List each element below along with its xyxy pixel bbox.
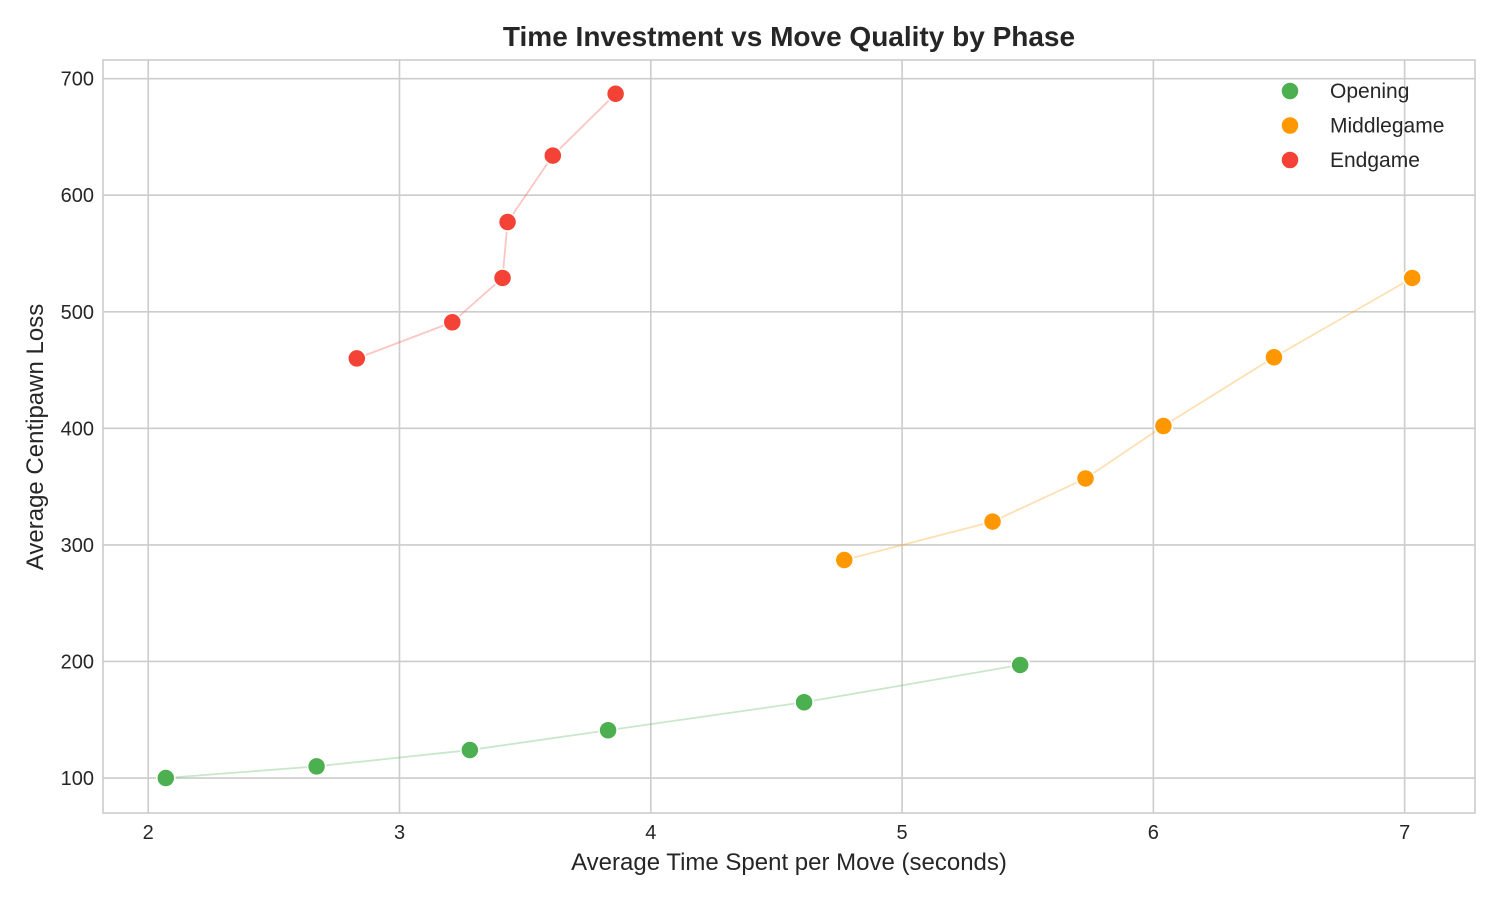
legend: Opening Middlegame Endgame [1280, 80, 1444, 172]
plot-area-frame [102, 59, 1476, 814]
x-tick-label: 6 [1148, 822, 1159, 844]
y-axis-label: Average Centipawn Loss [22, 304, 49, 570]
legend-item-middlegame: Middlegame [1280, 115, 1444, 138]
data-point [834, 550, 855, 570]
series-layer [156, 84, 1422, 788]
y-tick-label: 700 [61, 69, 94, 91]
y-tick-label: 200 [61, 651, 94, 673]
data-point [460, 740, 480, 760]
data-point [1402, 268, 1422, 288]
data-point [492, 268, 513, 288]
y-tick-label: 400 [61, 418, 94, 440]
x-axis-label: Average Time Spent per Move (seconds) [571, 849, 1007, 876]
legend-item-endgame: Endgame [1280, 149, 1420, 172]
data-point [605, 84, 626, 104]
legend-marker [1280, 81, 1300, 101]
data-point [306, 756, 327, 777]
y-tick-label: 300 [61, 535, 94, 557]
x-tick-label: 3 [394, 822, 405, 844]
grid-lines [103, 60, 1475, 813]
data-point [156, 768, 176, 788]
data-point [1075, 468, 1096, 489]
series-trend-line [356, 93, 617, 360]
data-point [442, 312, 463, 333]
data-point [1264, 347, 1284, 367]
data-point [543, 145, 563, 166]
legend-label: Endgame [1330, 149, 1420, 172]
x-tick-label: 5 [897, 822, 908, 844]
data-point [982, 511, 1003, 532]
chart-title: Time Investment vs Move Quality by Phase [503, 21, 1075, 52]
x-tick-label: 4 [645, 822, 656, 844]
legend-label: Middlegame [1330, 115, 1444, 138]
data-point [1010, 655, 1030, 675]
legend-item-opening: Opening [1280, 80, 1409, 103]
series-middlegame [834, 268, 1422, 570]
data-point [794, 692, 814, 713]
data-point [497, 212, 518, 232]
y-tick-label: 600 [61, 185, 94, 207]
x-tick-label: 7 [1399, 822, 1410, 844]
y-tick-label: 100 [61, 768, 94, 790]
series-opening [156, 655, 1030, 788]
legend-marker [1280, 150, 1300, 170]
series-trend-line [165, 664, 1021, 779]
legend-label: Opening [1330, 80, 1409, 103]
data-point [1153, 416, 1174, 436]
series-trend-line [844, 277, 1413, 561]
series-endgame [347, 84, 626, 369]
data-point [347, 348, 367, 369]
x-tick-label: 2 [143, 822, 154, 844]
tick-labels: 2 3 4 5 6 7 100 200 300 400 500 600 700 [61, 69, 1411, 844]
data-point [598, 720, 618, 740]
legend-marker [1280, 115, 1300, 136]
y-tick-label: 500 [61, 302, 94, 324]
